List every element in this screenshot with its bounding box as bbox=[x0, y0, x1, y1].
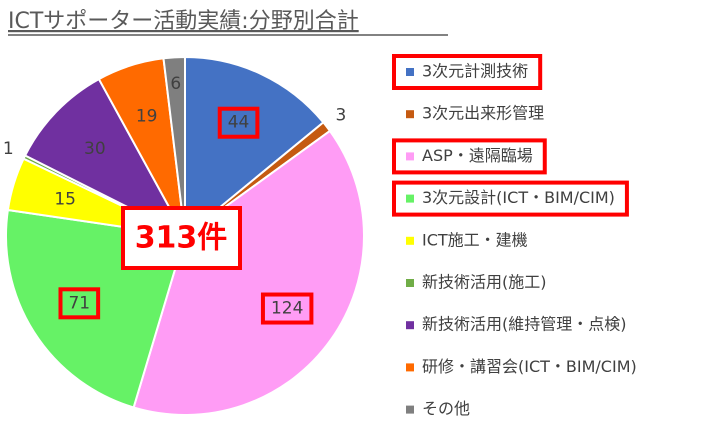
annotation: 313件 bbox=[135, 221, 228, 256]
data-label: 124 bbox=[271, 299, 303, 319]
legend-marker bbox=[406, 405, 414, 414]
legend-marker bbox=[406, 110, 414, 119]
pie-slice bbox=[184, 55, 325, 239]
data-label: 3 bbox=[335, 106, 346, 126]
highlight-box bbox=[392, 138, 547, 175]
data-label: 30 bbox=[84, 139, 106, 159]
pie-slice bbox=[162, 55, 186, 237]
legend-label: 新技術活用(施工) bbox=[422, 273, 547, 292]
data-label: 6 bbox=[170, 74, 181, 94]
data-label: 19 bbox=[136, 107, 158, 127]
legend-marker bbox=[406, 68, 414, 76]
legend-marker bbox=[406, 194, 414, 203]
highlight-box bbox=[260, 292, 314, 325]
highlight-box bbox=[217, 106, 260, 139]
highlight-box bbox=[392, 54, 543, 90]
legend-marker bbox=[406, 321, 414, 330]
legend-label: 3次元出来形管理 bbox=[422, 104, 544, 123]
data-label: 15 bbox=[54, 189, 76, 209]
annotation-box bbox=[121, 206, 242, 270]
legend-label: その他 bbox=[422, 399, 470, 418]
data-label: 1 bbox=[3, 139, 14, 159]
pie-slice bbox=[132, 129, 365, 416]
legend-label: ICT施工・建機 bbox=[422, 230, 528, 249]
highlight-box bbox=[392, 180, 629, 217]
legend-label: 新技術活用(維持管理・点検) bbox=[422, 315, 627, 334]
legend-label: ASP・遠隔臨場 bbox=[422, 146, 533, 165]
data-label: 44 bbox=[228, 113, 250, 133]
pie-slice bbox=[23, 77, 188, 239]
legend-label: 3次元設計(ICT・BIM/CIM) bbox=[422, 188, 615, 207]
legend-label: 研修・講習会(ICT・BIM/CIM) bbox=[422, 357, 637, 376]
chart-title: ICTサポーター活動実績:分野別合計 bbox=[8, 9, 359, 34]
legend-marker bbox=[406, 236, 414, 245]
data-label: 71 bbox=[68, 293, 90, 313]
legend-marker bbox=[406, 152, 414, 161]
legend-label: 3次元計測技術 bbox=[422, 62, 528, 81]
legend-marker bbox=[406, 363, 414, 372]
legend-marker bbox=[406, 279, 414, 287]
highlight-box bbox=[58, 287, 101, 320]
